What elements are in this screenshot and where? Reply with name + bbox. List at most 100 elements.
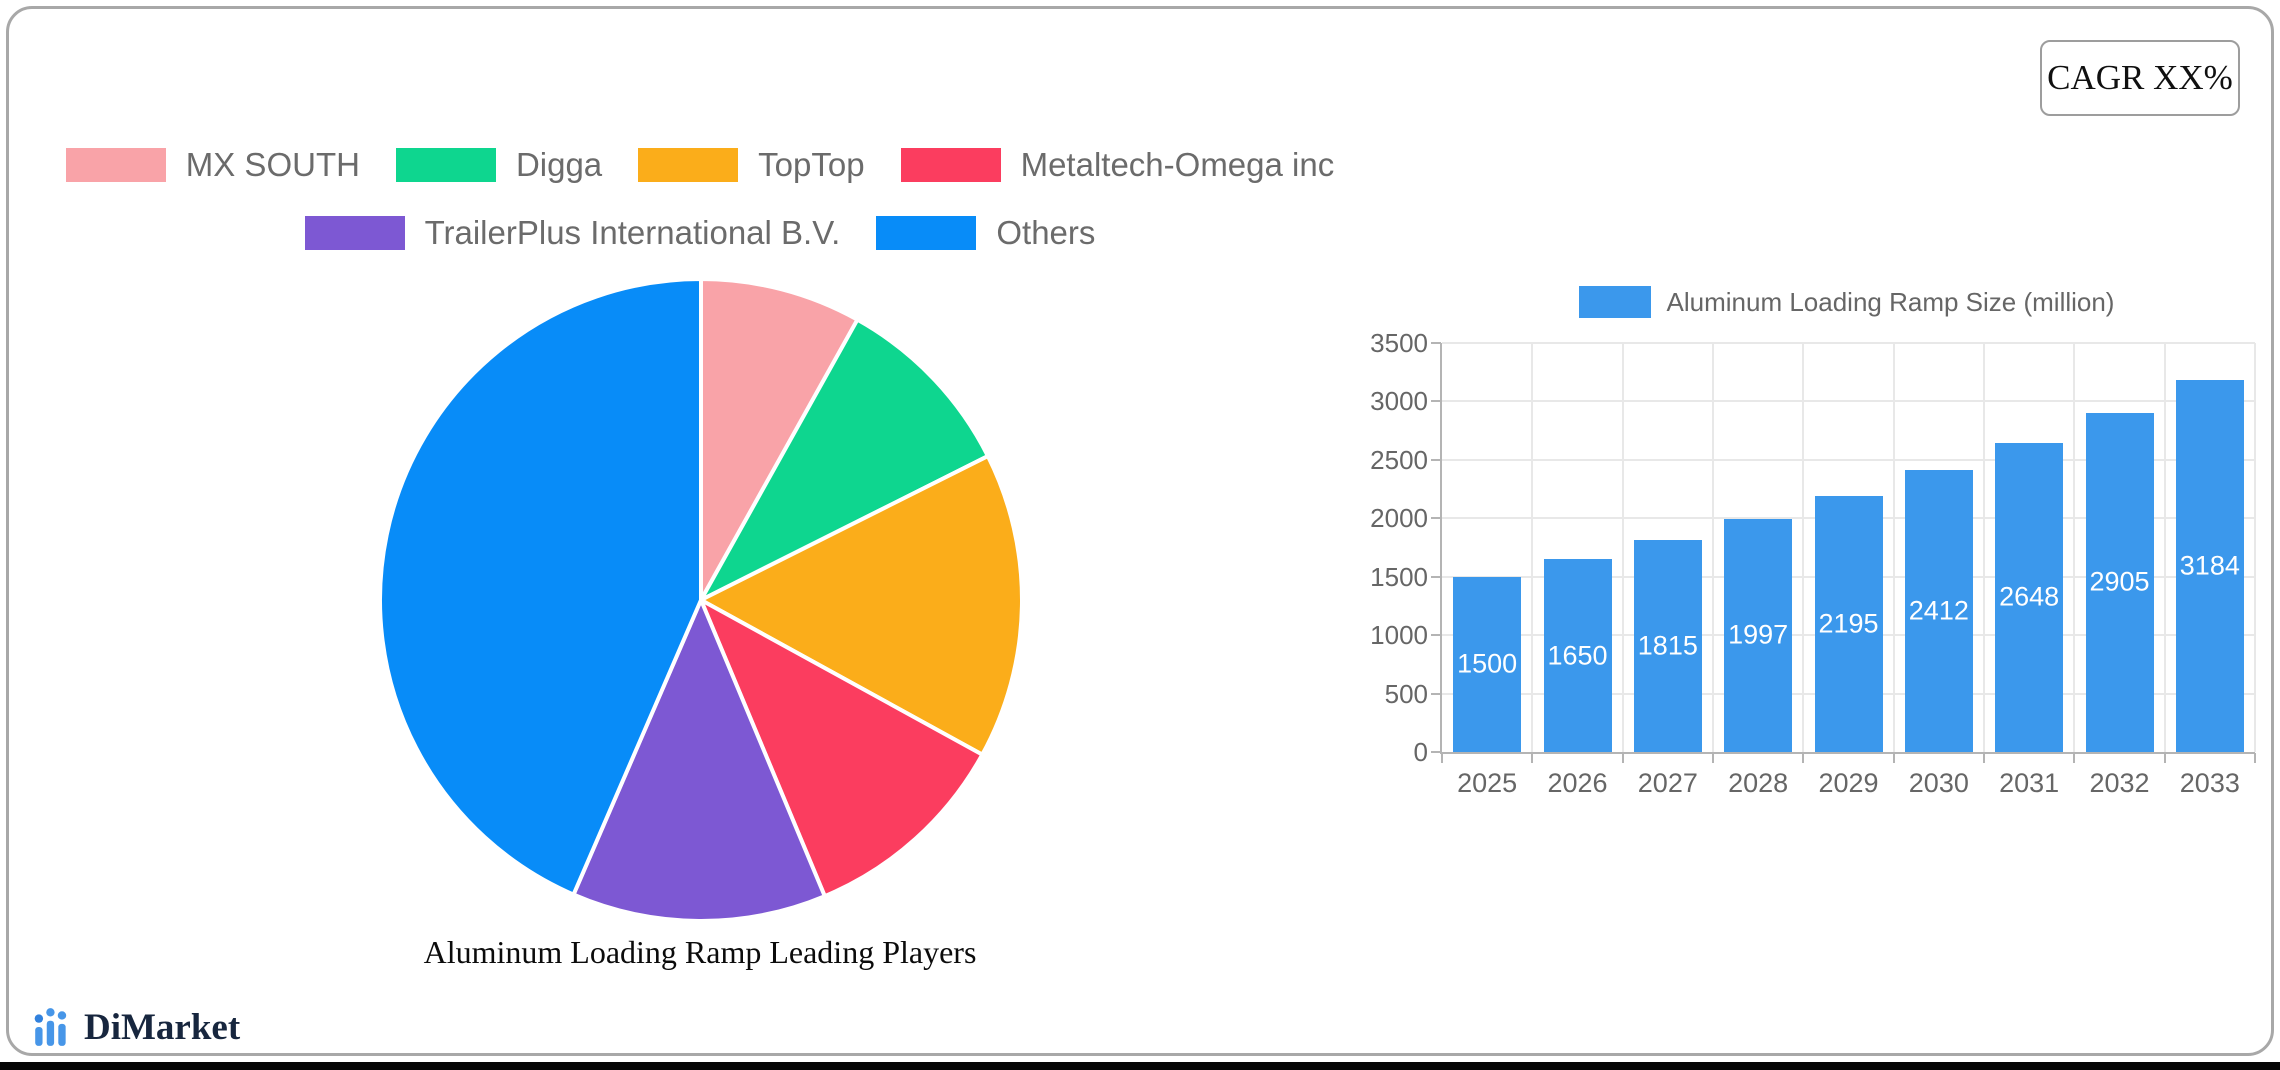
bar-2026[interactable]: 1650 — [1543, 559, 1612, 752]
pie-legend-row-1: MX SOUTH Digga TopTop Metaltech-Omega inc — [65, 146, 1335, 184]
legend-swatch-mx-south — [65, 148, 166, 182]
legend-item-digga[interactable]: Digga — [395, 146, 603, 184]
x-axis-label-2032: 2032 — [2089, 768, 2150, 798]
legend-swatch-digga — [395, 148, 496, 182]
bar-2033[interactable]: 3184 — [2175, 379, 2244, 752]
legend-swatch-metaltech-omega-inc — [900, 148, 1001, 182]
x-axis-label-2030: 2030 — [1908, 768, 1969, 798]
gridline-y-3000 — [1442, 400, 2255, 403]
bar-value-2026: 1650 — [1547, 640, 1608, 671]
legend-item-metaltech-omega-inc[interactable]: Metaltech-Omega inc — [900, 146, 1335, 184]
x-axis-label-2029: 2029 — [1818, 768, 1879, 798]
ytick-1500 — [1431, 575, 1441, 578]
pie-slice-toptop[interactable] — [699, 454, 1024, 757]
gridline-x-9 — [2254, 343, 2256, 752]
pie-slice-metaltech-omega-inc[interactable] — [699, 598, 985, 899]
x-axis-label-2027: 2027 — [1637, 768, 1698, 798]
bar-plot: 0 500 1000 1500 2000 2500 3000 3500 1500 2025 1650… — [1370, 330, 2256, 798]
ytick-0 — [1431, 751, 1441, 753]
x-axis-label-2028: 2028 — [1728, 768, 1789, 798]
gridline-x-2 — [1621, 343, 1624, 752]
bar-value-2030: 2412 — [1908, 595, 1969, 626]
xtick-8 — [2163, 753, 2166, 763]
bar-value-2028: 1997 — [1728, 619, 1789, 650]
legend-label-others: Others — [996, 214, 1096, 251]
bar-value-2029: 2195 — [1818, 608, 1879, 639]
y-axis-label-2000: 2000 — [1370, 503, 1428, 534]
cagr-badge: CAGR XX% — [2040, 40, 2240, 116]
legend-label-trailerplus-international-b-v: TrailerPlus International B.V. — [424, 214, 841, 251]
legend-item-mx-south[interactable]: MX SOUTH — [65, 146, 360, 184]
gridline-x-1 — [1531, 343, 1534, 752]
cagr-label: CAGR XX% — [2047, 58, 2233, 97]
legend-label-mx-south: MX SOUTH — [185, 146, 360, 183]
xtick-6 — [1983, 753, 1985, 763]
legend-label-toptop: TopTop — [758, 146, 865, 183]
bar-value-2031: 2648 — [1999, 581, 2060, 612]
xtick-7 — [2073, 753, 2076, 763]
legend-item-others[interactable]: Others — [876, 214, 1095, 252]
ytick-3500 — [1431, 342, 1441, 344]
bar-2025[interactable]: 1500 — [1453, 576, 1522, 752]
pie-slice-mx-south[interactable] — [699, 277, 860, 602]
x-axis-label-2025: 2025 — [1457, 768, 1518, 798]
y-axis-label-1500: 1500 — [1370, 561, 1428, 592]
x-axis-label-2033: 2033 — [2179, 768, 2240, 798]
xtick-3 — [1712, 753, 1714, 763]
xtick-0 — [1441, 753, 1443, 763]
bar-2027[interactable]: 1815 — [1633, 539, 1702, 752]
xtick-4 — [1802, 753, 1805, 763]
ytick-1000 — [1431, 634, 1441, 637]
bar-legend-label: Aluminum Loading Ramp Size (million) — [1666, 286, 2115, 317]
gridline-x-8 — [2163, 343, 2166, 752]
xtick-2 — [1621, 753, 1624, 763]
bottom-strip — [0, 1062, 2280, 1070]
report-card — [6, 6, 2274, 1056]
y-axis-label-500: 500 — [1384, 678, 1428, 709]
bar-chart-legend[interactable]: Aluminum Loading Ramp Size (million) — [1440, 286, 2253, 318]
legend-swatch-toptop — [638, 148, 739, 182]
y-axis-label-0: 0 — [1413, 737, 1428, 767]
logo-text: DiMarket — [84, 1007, 241, 1048]
y-axis-label-2500: 2500 — [1370, 444, 1428, 475]
dimarket-logo: DiMarket — [30, 1006, 240, 1048]
legend-label-digga: Digga — [515, 146, 603, 183]
bar-value-2033: 3184 — [2179, 550, 2240, 581]
y-axis-label-1000: 1000 — [1370, 620, 1428, 651]
ytick-500 — [1431, 692, 1441, 695]
legend-label-metaltech-omega-inc: Metaltech-Omega inc — [1020, 146, 1335, 183]
gridline-x-3 — [1712, 343, 1714, 752]
y-axis-label-3000: 3000 — [1370, 386, 1428, 417]
legend-item-trailerplus-international-b-v[interactable]: TrailerPlus International B.V. — [304, 214, 841, 252]
bar-2031[interactable]: 2648 — [1995, 442, 2064, 752]
legend-swatch-trailerplus-international-b-v — [304, 216, 405, 250]
ytick-2000 — [1431, 517, 1441, 520]
xtick-1 — [1531, 753, 1534, 763]
legend-swatch-others — [876, 216, 977, 250]
ytick-3000 — [1431, 400, 1441, 403]
pie-slice-digga[interactable] — [699, 317, 990, 602]
gridline-x-4 — [1802, 343, 1805, 752]
pie-slice-others[interactable] — [378, 277, 703, 897]
bar-2030[interactable]: 2412 — [1904, 470, 1973, 752]
bar-2032[interactable]: 2905 — [2085, 412, 2154, 752]
bar-value-2027: 1815 — [1637, 630, 1698, 661]
y-axis-label-3500: 3500 — [1370, 328, 1428, 358]
pie-slice-trailerplus-international-b-v[interactable] — [571, 598, 827, 923]
bar-chart-dots-icon — [34, 1008, 67, 1046]
x-axis-label-2031: 2031 — [1999, 768, 2060, 798]
gridline-y-3500 — [1442, 342, 2255, 344]
ytick-2500 — [1431, 458, 1441, 461]
legend-item-toptop[interactable]: TopTop — [638, 146, 865, 184]
gridline-y-2500 — [1442, 458, 2255, 461]
bar-2028[interactable]: 1997 — [1724, 518, 1793, 752]
bar-value-2025: 1500 — [1457, 648, 1518, 679]
x-axis-label-2026: 2026 — [1547, 768, 1608, 798]
bar-legend-swatch — [1578, 286, 1651, 318]
pie-chart — [378, 277, 1024, 923]
xtick-5 — [1892, 753, 1895, 763]
bar-2029[interactable]: 2195 — [1814, 495, 1883, 752]
gridline-x-5 — [1892, 343, 1895, 752]
gridline-x-7 — [2073, 343, 2076, 752]
pie-legend-row-2: TrailerPlus International B.V. Others — [304, 214, 1095, 252]
